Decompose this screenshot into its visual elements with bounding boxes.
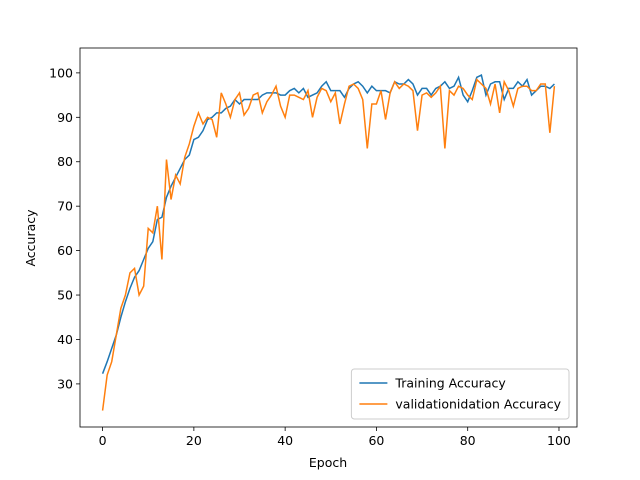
data-line <box>101 78 556 411</box>
y-axis-label: Accuracy <box>23 209 38 267</box>
y-tick-label: 30 <box>57 376 73 391</box>
plot-frame <box>79 47 578 428</box>
legend <box>350 368 570 420</box>
y-tick-label: 100 <box>49 65 73 80</box>
x-tick-label: 100 <box>547 433 571 448</box>
data-line <box>101 74 555 374</box>
y-tick-label: 70 <box>57 199 73 214</box>
legend-label: validationidation Accuracy <box>395 397 561 412</box>
y-tick-label: 50 <box>57 288 73 303</box>
x-tick-label: 80 <box>460 433 476 448</box>
y-tick-label: 80 <box>57 154 73 169</box>
x-tick-label: 20 <box>186 433 202 448</box>
x-tick-label: 40 <box>277 433 293 448</box>
y-tick-label: 60 <box>57 243 73 258</box>
x-tick-label: 60 <box>368 433 384 448</box>
x-axis-label: Epoch <box>309 455 347 470</box>
legend-label: Training Accuracy <box>394 376 506 391</box>
x-tick-label: 0 <box>99 433 107 448</box>
y-tick-label: 40 <box>57 332 73 347</box>
y-tick-label: 90 <box>57 110 73 125</box>
